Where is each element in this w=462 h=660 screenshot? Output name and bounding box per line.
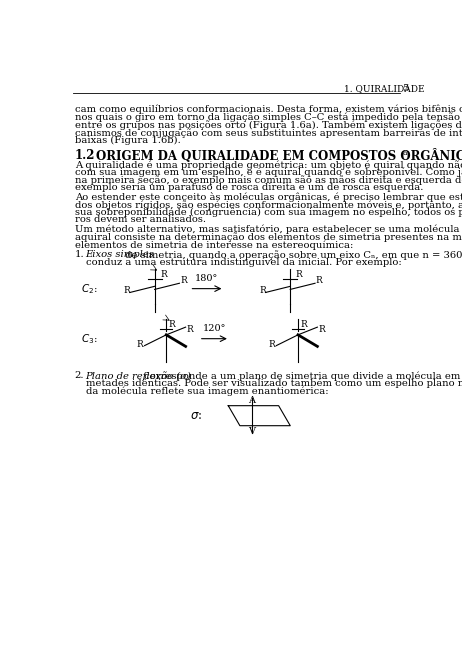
Text: 180°: 180°	[195, 275, 218, 283]
Text: Plano de reflexão (σ): Plano de reflexão (σ)	[85, 371, 192, 381]
Text: ros devem ser analisados.: ros devem ser analisados.	[75, 215, 206, 224]
Text: dos objetos rígidos, são espécies conformacionalmente móveis e, portanto, a fim : dos objetos rígidos, são espécies confor…	[75, 200, 462, 210]
Text: 120°: 120°	[203, 324, 226, 333]
Text: a: a	[402, 148, 407, 156]
Text: na primeira seção, o exemplo mais comum são as mãos direita e esquerda de uma pe: na primeira seção, o exemplo mais comum …	[75, 176, 462, 185]
Text: R: R	[160, 270, 167, 279]
Text: 2.: 2.	[75, 371, 84, 380]
Text: aquiral consiste na determinação dos elementos de simetria presentes na molécula: aquiral consiste na determinação dos ele…	[75, 232, 462, 242]
Text: ORIGEM DA QUIRALIDADE EM COMPOSTOS ORGÂNICOS: ORIGEM DA QUIRALIDADE EM COMPOSTOS ORGÂN…	[97, 149, 462, 163]
Text: R: R	[300, 320, 307, 329]
Text: A quiralidade é uma propriedade geométrica: um objeto é quiral quando não é sobr: A quiralidade é uma propriedade geométri…	[75, 160, 462, 170]
Text: R: R	[169, 320, 175, 329]
Text: canismos de conjugação com seus substituintes apresentam barreiras de interconve: canismos de conjugação com seus substitu…	[75, 128, 462, 137]
Text: $\sigma$:: $\sigma$:	[189, 409, 202, 422]
Text: $C_3$:: $C_3$:	[81, 332, 97, 346]
Text: nos quais o giro em torno da ligação simples C–C está impedido pela tensão estér: nos quais o giro em torno da ligação sim…	[75, 112, 462, 122]
Text: Ao estender este conceito às moléculas orgânicas, é preciso lembrar que estas, a: Ao estender este conceito às moléculas o…	[75, 193, 462, 202]
Text: com sua imagem em um espelho, e é aquiral quando é sobreponível. Como já foi men: com sua imagem em um espelho, e é aquira…	[75, 168, 462, 178]
Text: elementos de simetria de interesse na estereoquímica:: elementos de simetria de interesse na es…	[75, 240, 353, 249]
Text: exemplo seria um parafuso de rosca direita e um de rosca esquerda.: exemplo seria um parafuso de rosca direi…	[75, 183, 423, 192]
Text: R: R	[124, 286, 130, 294]
Text: corresponde a um plano de simetria que divide a molécula em duas: corresponde a um plano de simetria que d…	[141, 371, 462, 381]
Text: R: R	[180, 277, 187, 285]
Text: de simetria, quando a operação sobre um eixo Cₙ, em que n = 360°/giro°,: de simetria, quando a operação sobre um …	[122, 250, 462, 260]
Text: R: R	[268, 340, 275, 348]
Text: 1.: 1.	[75, 250, 85, 259]
Text: $C_2$:: $C_2$:	[81, 282, 97, 296]
Text: A: A	[248, 396, 255, 405]
Text: R: R	[296, 270, 303, 279]
Text: R: R	[259, 286, 266, 294]
Text: 1. QUIRALIDADE: 1. QUIRALIDADE	[345, 84, 425, 93]
Text: baixas (Figura 1.6b).: baixas (Figura 1.6b).	[75, 135, 181, 145]
Text: R: R	[318, 325, 325, 334]
Text: metades idênticas. Pode ser visualizado também como um espelho plano no qual met: metades idênticas. Pode ser visualizado …	[85, 379, 462, 388]
Text: cam como equilíbrios conformacionais. Desta forma, existem vários bifênis orto-s: cam como equilíbrios conformacionais. De…	[75, 104, 462, 114]
Text: conduz a uma estrutura indistinguível da inicial. Por exemplo:: conduz a uma estrutura indistinguível da…	[85, 258, 401, 267]
Text: Um método alternativo, mas satisfatório, para estabelecer se uma molécula é quir: Um método alternativo, mas satisfatório,…	[75, 224, 462, 234]
Text: entre os grupos nas posições orto (Figura 1.6a). Também existem ligações duplas : entre os grupos nas posições orto (Figur…	[75, 120, 462, 130]
Text: R: R	[186, 325, 193, 334]
Text: 5: 5	[401, 84, 408, 93]
Text: Eixos simples: Eixos simples	[85, 250, 154, 259]
Text: R: R	[316, 277, 322, 285]
Text: R: R	[137, 340, 144, 348]
Text: V: V	[248, 426, 255, 436]
Text: sua sobreponibilidade (congruência) com sua imagem no espelho, todos os possívei: sua sobreponibilidade (congruência) com …	[75, 208, 462, 217]
Text: da molécula reflete sua imagem enantiomérica:: da molécula reflete sua imagem enantiomé…	[85, 387, 328, 396]
Text: 1.2: 1.2	[75, 149, 95, 162]
